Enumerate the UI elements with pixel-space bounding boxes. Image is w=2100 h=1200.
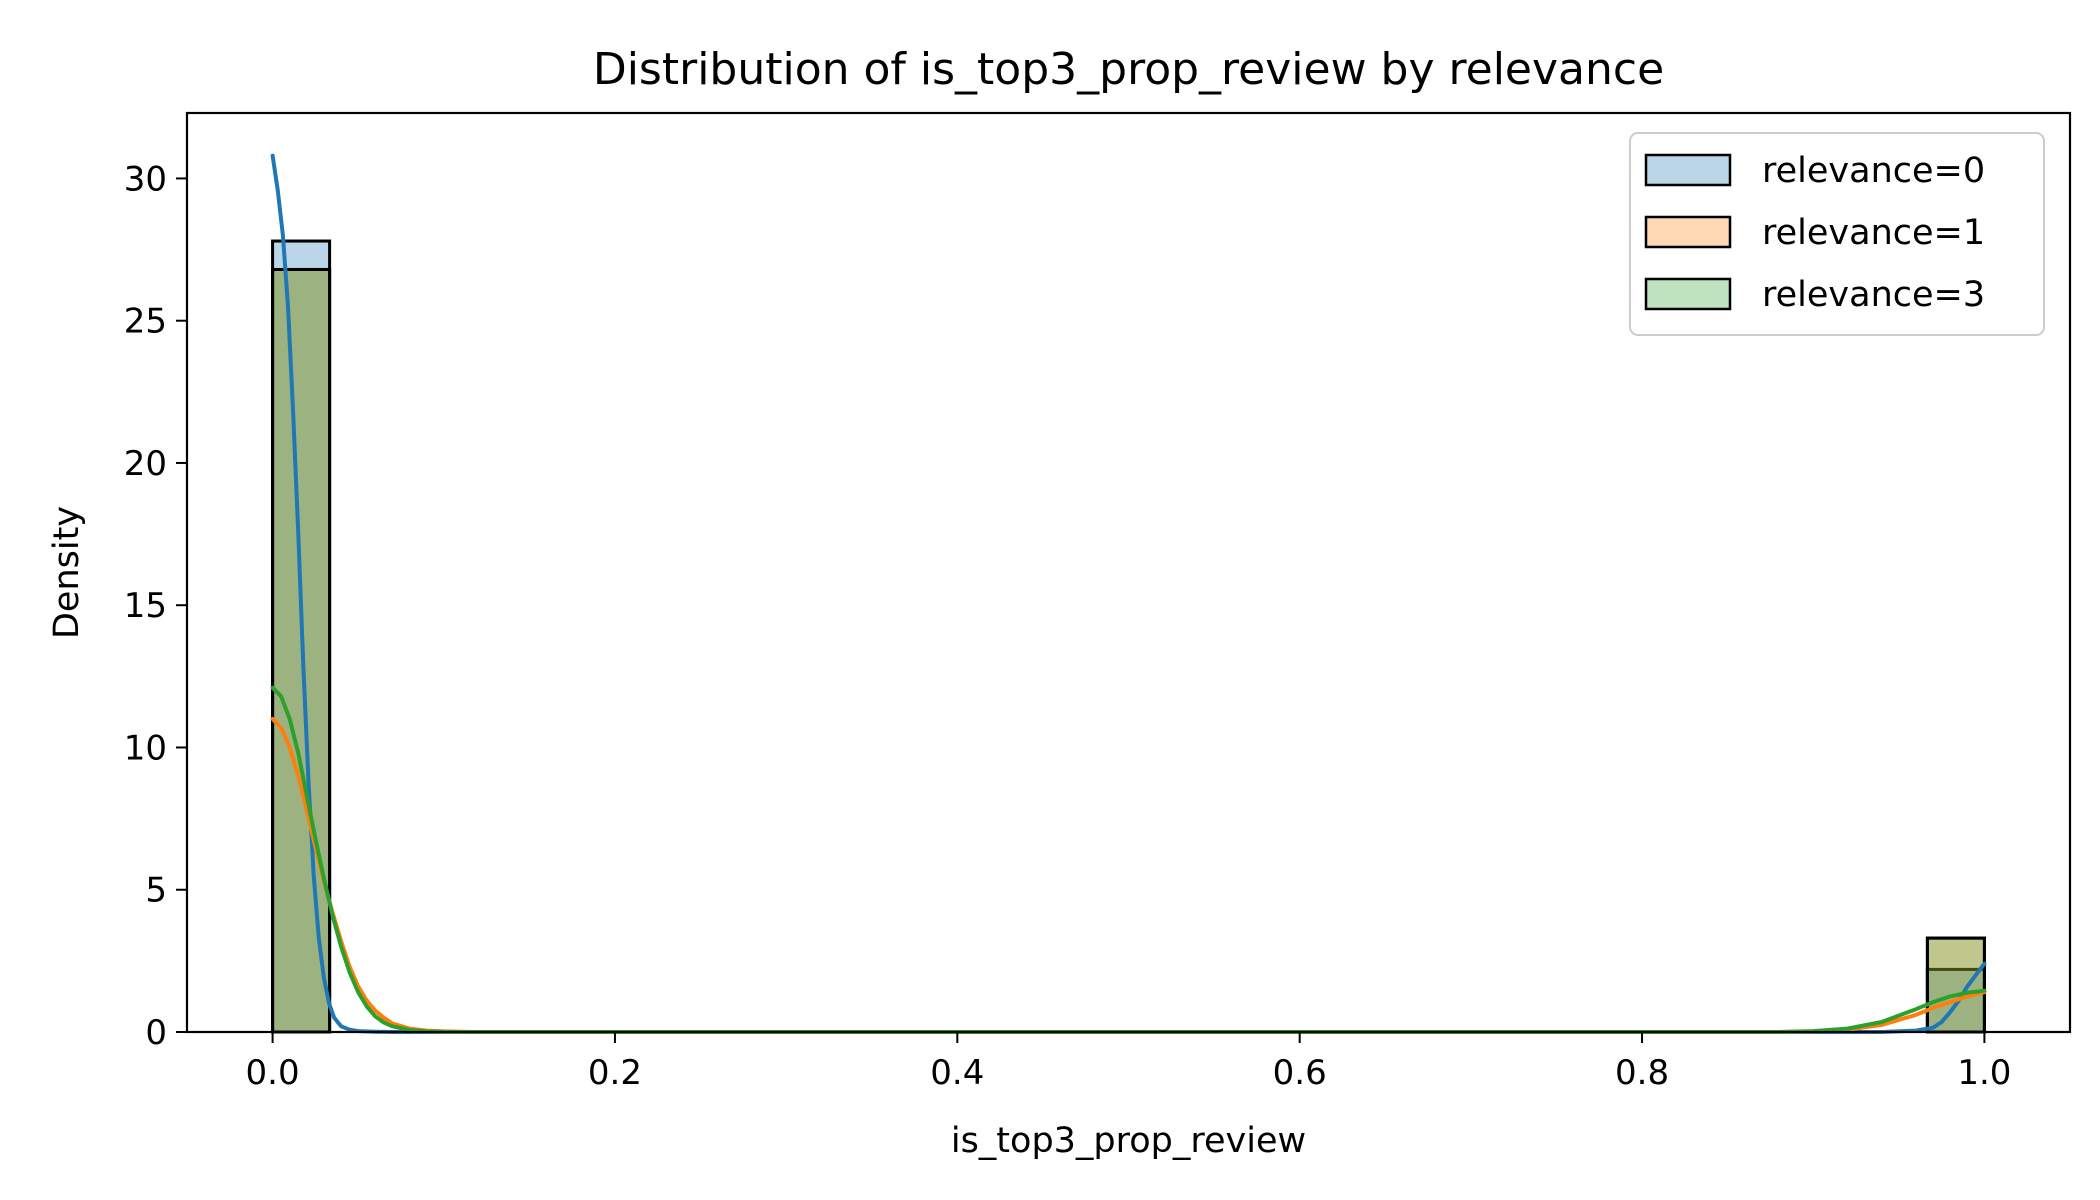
y-axis-label: Density xyxy=(47,506,87,639)
legend-label: relevance=0 xyxy=(1762,151,1985,191)
x-axis-label: is_top3_prop_review xyxy=(951,1121,1306,1161)
legend-label: relevance=3 xyxy=(1762,275,1985,315)
x-tick-label: 0.6 xyxy=(1273,1053,1327,1093)
plot-area xyxy=(185,111,2072,1034)
y-tick-label: 30 xyxy=(124,159,167,199)
axis-ticks: 0.0 0.2 0.4 0.6 0.8 1.0 0 5 10 15 20 25 30 xyxy=(124,159,2012,1093)
legend-box xyxy=(1629,132,2045,336)
axes-frame xyxy=(185,111,2072,1034)
y-tick-label: 5 xyxy=(145,871,167,911)
x-tick-label: 0.4 xyxy=(930,1053,984,1093)
y-tick-label: 10 xyxy=(124,728,167,768)
kde-line-relevance=0 xyxy=(270,153,1987,1034)
legend-swatch xyxy=(1644,215,1732,249)
x-tick-label: 0.8 xyxy=(1615,1053,1669,1093)
legend: relevance=0 relevance=1 relevance=3 xyxy=(1629,132,2045,336)
legend-swatch xyxy=(1644,277,1732,311)
histogram-bar xyxy=(1925,936,1986,1034)
legend-swatch xyxy=(1644,153,1732,187)
y-tick-label: 25 xyxy=(124,302,167,342)
y-tick-label: 0 xyxy=(145,1013,167,1053)
x-tick-label: 0.2 xyxy=(588,1053,642,1093)
x-tick-label: 1.0 xyxy=(1957,1053,2011,1093)
chart-title: Distribution of is_top3_prop_review by r… xyxy=(593,44,1664,95)
kde-line-relevance=3 xyxy=(270,685,1987,1034)
x-tick-label: 0.0 xyxy=(246,1053,300,1093)
y-tick-label: 20 xyxy=(124,444,167,484)
y-tick-label: 15 xyxy=(124,586,167,626)
legend-label: relevance=1 xyxy=(1762,213,1985,253)
